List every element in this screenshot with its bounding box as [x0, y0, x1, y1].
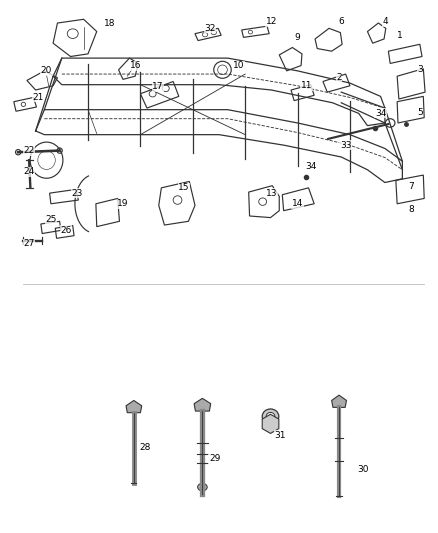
Text: 31: 31: [274, 431, 286, 440]
Polygon shape: [262, 414, 279, 433]
Text: 26: 26: [60, 226, 72, 235]
Polygon shape: [194, 398, 211, 411]
Ellipse shape: [262, 409, 279, 424]
Text: 1: 1: [397, 31, 403, 40]
Text: 25: 25: [45, 215, 57, 224]
Text: 10: 10: [233, 61, 244, 70]
Text: 7: 7: [408, 182, 414, 191]
Polygon shape: [332, 395, 346, 407]
Text: 34: 34: [305, 162, 316, 171]
Text: 19: 19: [117, 199, 129, 208]
Text: 15: 15: [178, 183, 190, 192]
Polygon shape: [126, 400, 142, 413]
Text: 2: 2: [336, 73, 342, 82]
Text: 16: 16: [130, 61, 142, 70]
Text: 22: 22: [24, 146, 35, 155]
Text: 28: 28: [139, 443, 151, 452]
Text: 8: 8: [408, 205, 414, 214]
Text: 24: 24: [24, 167, 35, 176]
Text: 3: 3: [417, 66, 423, 74]
Text: 17: 17: [152, 82, 164, 91]
Text: 11: 11: [300, 81, 312, 90]
Text: 12: 12: [266, 18, 277, 27]
Text: 34: 34: [375, 109, 386, 118]
Text: 32: 32: [205, 24, 216, 33]
Text: 4: 4: [382, 18, 388, 27]
Text: 33: 33: [340, 141, 351, 150]
Text: 5: 5: [417, 108, 423, 117]
Text: 23: 23: [71, 189, 83, 198]
Text: 13: 13: [265, 189, 277, 198]
Text: 6: 6: [339, 18, 344, 27]
Text: 20: 20: [41, 67, 52, 75]
Ellipse shape: [266, 413, 275, 421]
Text: 30: 30: [357, 465, 369, 474]
Text: 21: 21: [32, 93, 43, 102]
Text: 9: 9: [295, 34, 300, 43]
Text: 27: 27: [23, 239, 35, 248]
Text: 29: 29: [209, 455, 220, 463]
Text: 14: 14: [292, 199, 303, 208]
Text: 18: 18: [104, 19, 116, 28]
Ellipse shape: [198, 483, 207, 491]
